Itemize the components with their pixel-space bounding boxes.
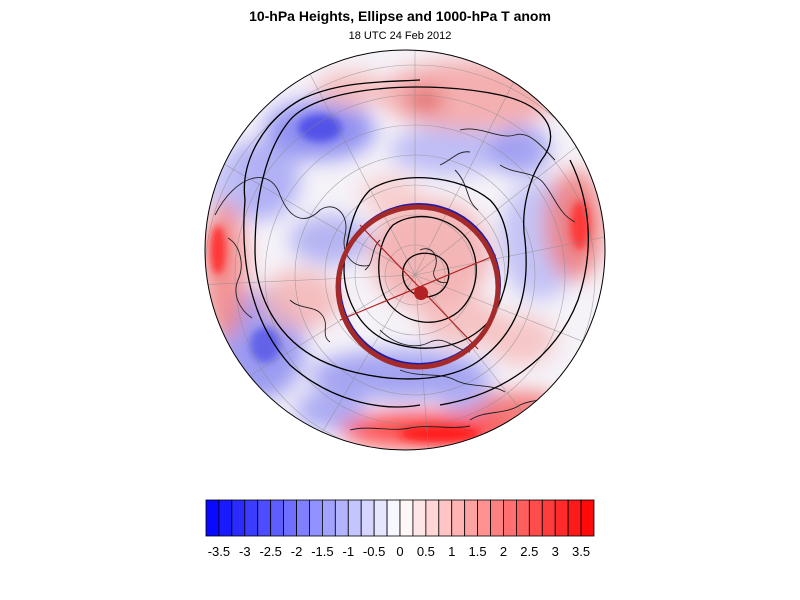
graticule [205, 50, 605, 450]
colorbar-tick-label: 0 [396, 544, 403, 559]
figure-title: 10-hPa Heights, Ellipse and 1000-hPa T a… [249, 8, 551, 24]
colorbar-tick-label: -1.5 [311, 544, 333, 559]
colorbar-box [360, 499, 375, 537]
colorbar-box [580, 499, 595, 537]
colorbar-tick-label: 0.5 [417, 544, 435, 559]
colorbar-box [321, 499, 336, 537]
colorbar-box [334, 499, 349, 537]
colorbar-tick-label: 2.5 [520, 544, 538, 559]
colorbar-box [464, 499, 478, 537]
colorbar-box [205, 499, 220, 537]
colorbar-box [231, 499, 246, 537]
colorbar-box [541, 499, 556, 537]
colorbar-box [257, 499, 272, 537]
colorbar-box [309, 499, 323, 537]
colorbar-box [373, 499, 388, 537]
vortex-center-marker [414, 286, 428, 300]
colorbar-box [425, 499, 440, 537]
colorbar-boxes [205, 499, 595, 537]
globe-outline [204, 49, 606, 451]
colorbar-tick-label: -3.5 [208, 544, 230, 559]
figure-subtitle: 18 UTC 24 Feb 2012 [348, 30, 452, 42]
colorbar-box [347, 499, 362, 537]
colorbar-tick-label: 3.5 [572, 544, 590, 559]
colorbar-tick-label: -1 [342, 544, 354, 559]
colorbar-tick-label: 1 [448, 544, 455, 559]
colorbar-tick-label: 3 [552, 544, 559, 559]
colorbar-box [503, 499, 517, 537]
colorbar-box [438, 499, 453, 537]
coastlines [214, 128, 576, 431]
colorbar-box [270, 499, 284, 537]
colorbar-box [218, 499, 233, 537]
colorbar-box [296, 499, 310, 537]
colorbar-tick-label: 2 [500, 544, 507, 559]
colorbar-labels: -3.5 -3 -2.5 -2 -1.5 -1 -0.5 0 0.5 1 1.5 2 2.5 3 3.5 [208, 544, 590, 559]
colorbar-box [516, 499, 530, 537]
colorbar-box [399, 499, 414, 537]
colorbar-box [386, 499, 401, 537]
colorbar-tick-label: 1.5 [469, 544, 487, 559]
colorbar-box [567, 499, 582, 537]
colorbar-box [412, 499, 427, 537]
vortex-ellipse [335, 203, 501, 370]
colorbar-box [554, 499, 569, 537]
colorbar-tick-label: -2 [291, 544, 303, 559]
polar-map [204, 49, 606, 451]
colorbar-tick-label: -0.5 [363, 544, 385, 559]
colorbar-box [244, 499, 259, 537]
anomaly-field [205, 50, 605, 450]
colorbar-box [283, 499, 297, 537]
colorbar-box [451, 499, 466, 537]
colorbar-tick-label: -2.5 [259, 544, 281, 559]
colorbar-box [528, 499, 543, 537]
colorbar-box [490, 499, 504, 537]
colorbar-tick-label: -3 [239, 544, 251, 559]
colorbar-box [477, 499, 491, 537]
